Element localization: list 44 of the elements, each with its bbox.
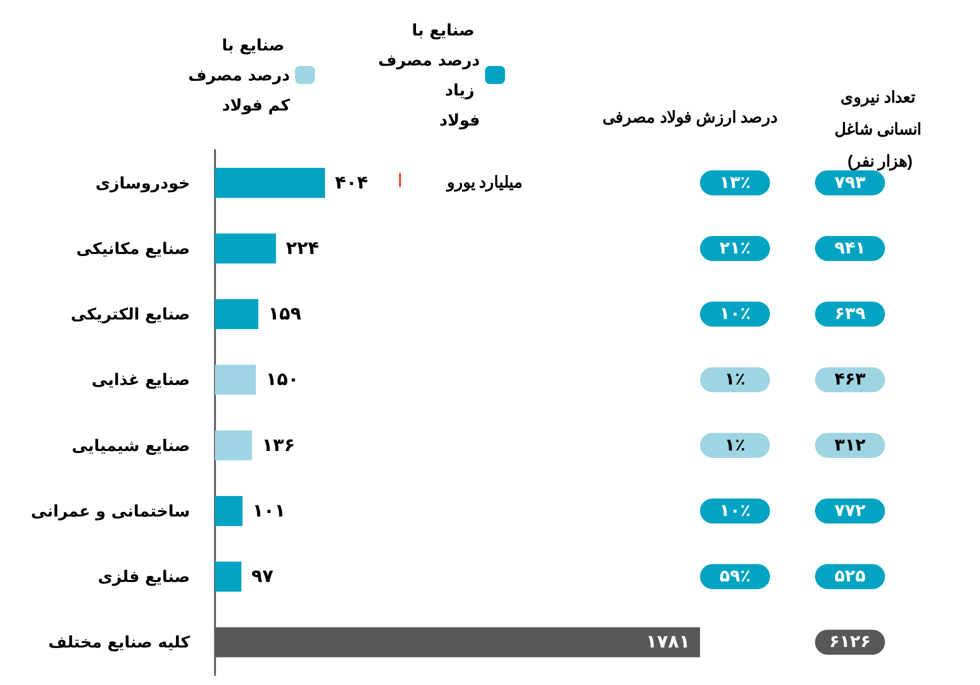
text: ۶۱۲۶ — [829, 632, 871, 652]
data-label: ۹۷ — [251, 566, 274, 588]
legend-label: صنایع با درصد مصرف کم فولاد — [188, 36, 291, 114]
y-tick-label: کلیه صنایع مختلف — [48, 632, 191, 652]
text: ۵۲۵ — [834, 566, 866, 587]
bar — [215, 364, 256, 395]
text: ۱٪ — [724, 370, 746, 390]
bar — [215, 562, 242, 592]
y-tick-label: صنایع الکتریکی — [70, 304, 190, 324]
text: ۷۹۳ — [834, 172, 866, 193]
data-label: ۱۳۶ — [262, 434, 296, 456]
text: ۹۴۱ — [834, 238, 866, 258]
y-tick-label: خودروسازی — [95, 173, 190, 192]
text: ۷۷۲ — [834, 500, 866, 521]
bar — [215, 168, 326, 198]
y-tick-label: صنایع غذایی — [92, 370, 190, 390]
y-tick-label: صنایع مکانیکی — [76, 238, 190, 258]
data-label: ۴۰۴ — [335, 172, 368, 194]
text: ۱٪ — [724, 435, 746, 456]
data-label: ۱۰۱ — [252, 500, 286, 522]
y-tick-label: ساختمانی و عمرانی — [30, 501, 190, 520]
text: ۴۶۳ — [834, 370, 866, 390]
text: درصد ارزش فولاد مصرفی — [602, 110, 778, 128]
bar — [215, 233, 276, 264]
bar — [215, 299, 258, 330]
data-label: ۲۲۴ — [286, 238, 319, 259]
y-tick-label: صنایع فلزی — [98, 567, 190, 586]
text: ۵۹٪ — [719, 566, 751, 587]
text: ۶۳۹ — [834, 304, 866, 324]
y-tick-label: صنایع شیمیایی — [72, 436, 190, 455]
data-label: ۱۷۸۱ — [646, 632, 690, 653]
bar — [215, 496, 243, 526]
text: تعداد نیروی انسانی شاغل (هزار نفر) — [834, 90, 926, 172]
bar — [215, 627, 700, 658]
bar — [215, 430, 252, 460]
text: ۱۰٪ — [719, 304, 751, 324]
annotation: میلیارد یورو — [446, 174, 524, 192]
legend-label: صنایع با درصد مصرف زیاد فولاد — [378, 20, 480, 130]
data-label: ۱۵۹ — [268, 304, 302, 325]
text: ۱۰٪ — [719, 500, 751, 521]
text: ۱۳٪ — [719, 172, 751, 193]
text: ۳۱۲ — [834, 435, 866, 456]
data-label: ۱۵۰ — [266, 369, 299, 390]
text: ۲۱٪ — [719, 238, 751, 258]
